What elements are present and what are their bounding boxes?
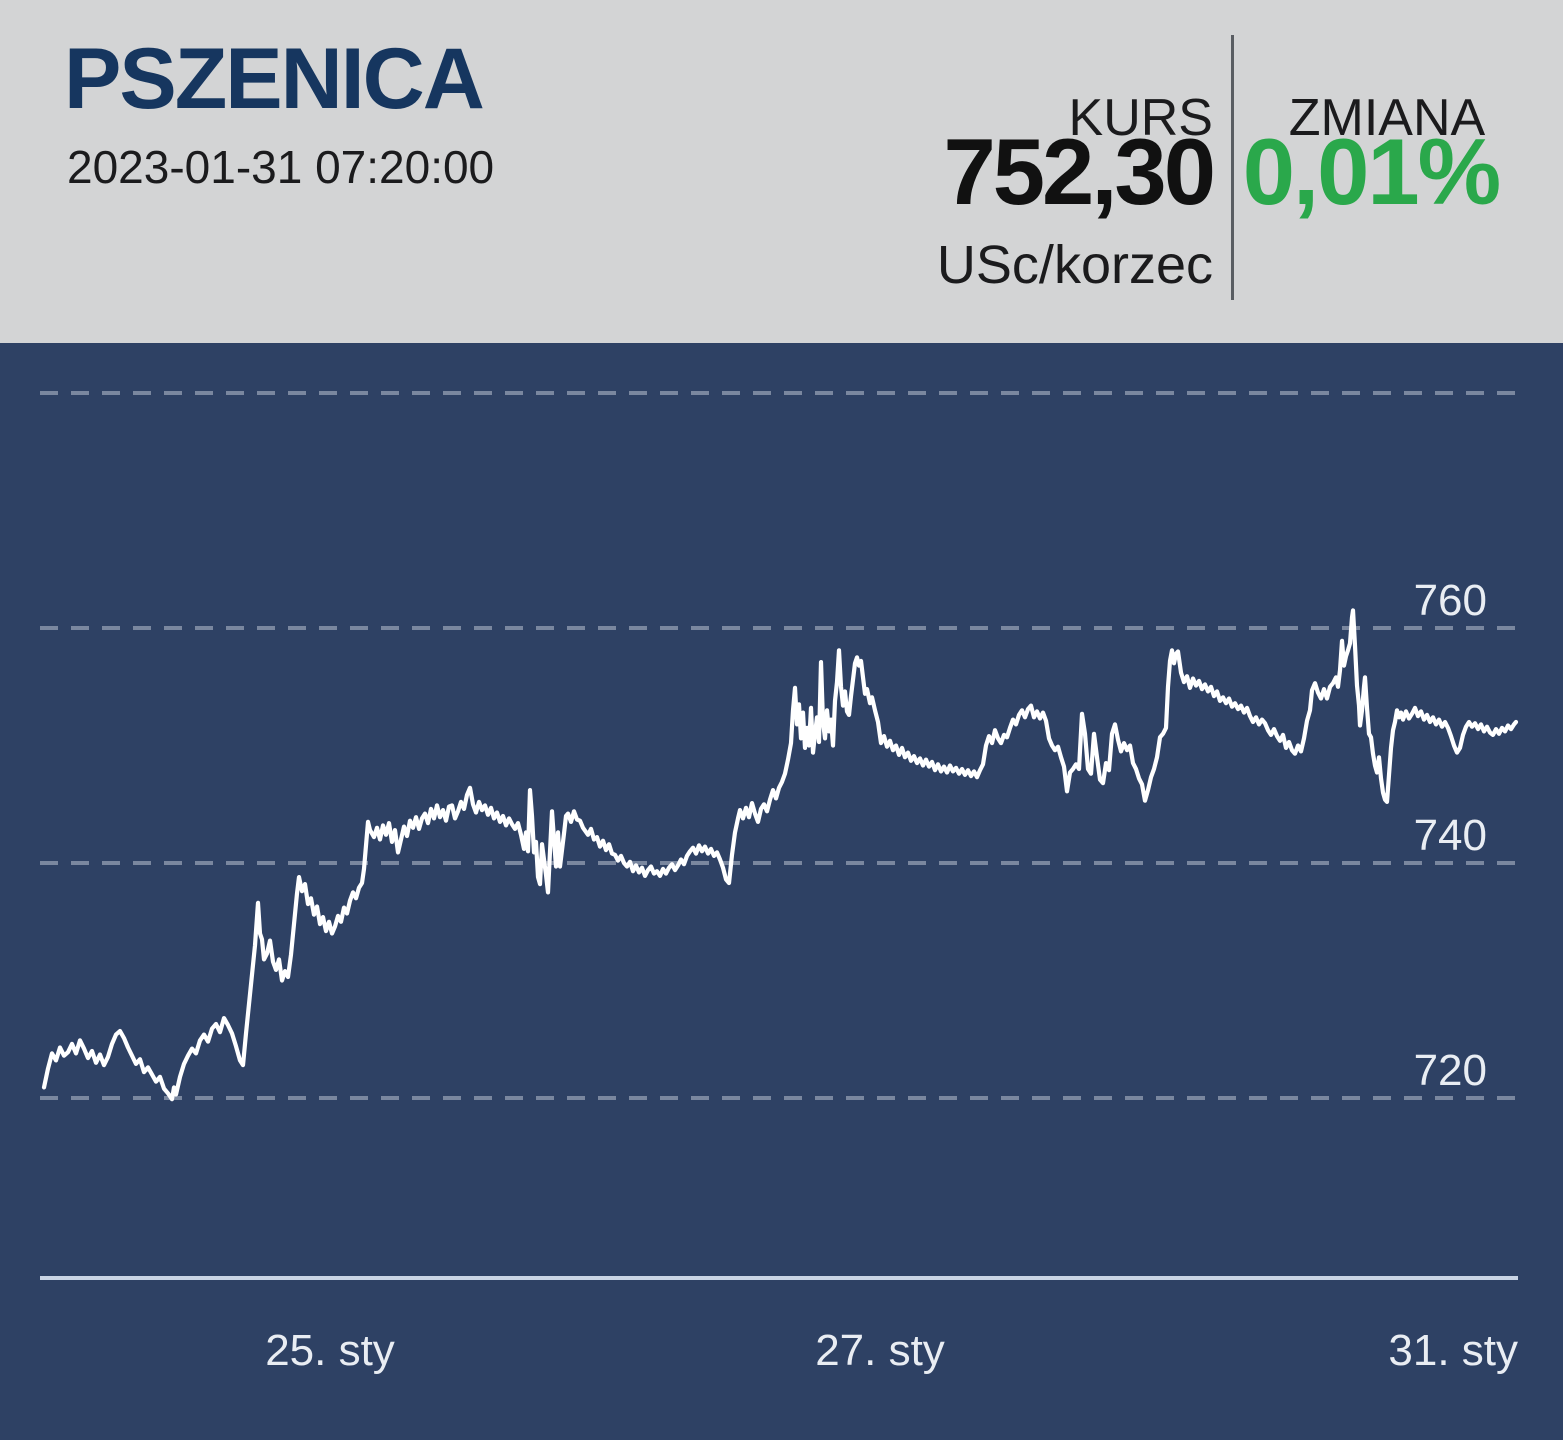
header-divider	[1231, 35, 1234, 300]
zmiana-label: ZMIANA	[1288, 89, 1486, 147]
x-tick-label-27sty: 27. sty	[815, 1326, 945, 1375]
y-tick-label-740: 740	[1414, 811, 1487, 860]
y-tick-label-720: 720	[1414, 1046, 1487, 1095]
zmiana-value: 0,01%	[1242, 119, 1502, 224]
x-tick-label-25sty: 25. sty	[265, 1326, 395, 1375]
price-line	[41, 608, 1519, 1102]
instrument-title: PSZENICA	[64, 31, 485, 127]
x-tick-label-31sty: 31. sty	[1388, 1326, 1518, 1375]
quote-header: PSZENICA 2023-01-31 07:20:00 KURS 752,30…	[0, 0, 1563, 343]
quote-timestamp: 2023-01-31 07:20:00	[67, 141, 495, 193]
kurs-value: 752,30	[943, 119, 1216, 224]
y-tick-label-760: 760	[1414, 576, 1487, 625]
price-chart-section: 760 740 720 25. sty 27. sty 31. sty	[0, 343, 1563, 1440]
kurs-unit: USc/korzec	[936, 235, 1213, 295]
kurs-label: KURS	[1068, 89, 1213, 147]
price-chart-canvas[interactable]: 760 740 720 25. sty 27. sty 31. sty	[0, 343, 1563, 1440]
